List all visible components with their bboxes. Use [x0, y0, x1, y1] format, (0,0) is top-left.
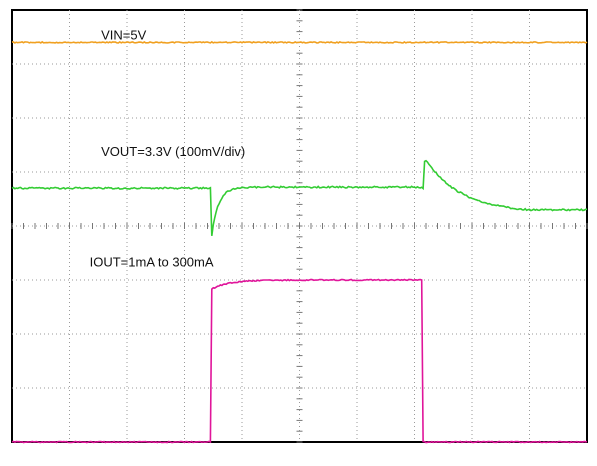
label-vout: VOUT=3.3V (100mV/div) [101, 144, 245, 159]
trace-vin [12, 42, 587, 43]
label-iout: IOUT=1mA to 300mA [90, 255, 214, 270]
label-vin: VIN=5V [101, 28, 146, 43]
figure-caption [0, 446, 597, 466]
